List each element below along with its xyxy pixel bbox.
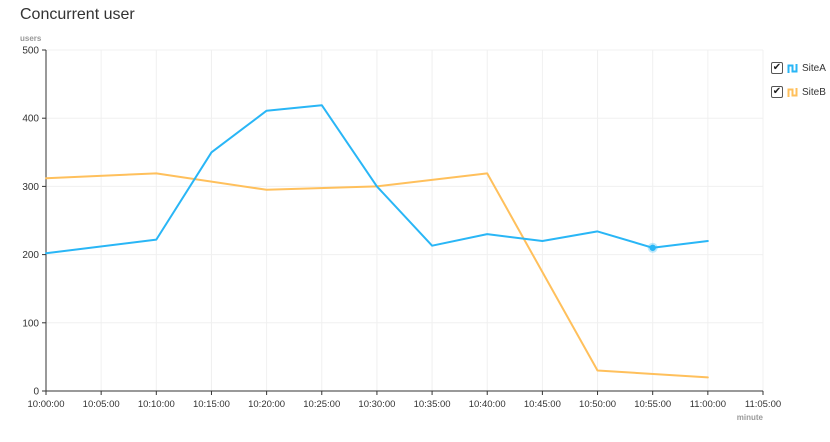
legend-label-sitea: SiteA xyxy=(802,62,826,74)
x-tick-label: 10:45:00 xyxy=(524,399,561,410)
x-tick-label: 10:50:00 xyxy=(579,399,616,410)
x-tick-label: 11:05:00 xyxy=(745,399,781,410)
checkbox-sitea[interactable]: ✔ xyxy=(771,62,783,74)
x-tick-label: 10:10:00 xyxy=(138,399,175,410)
x-tick-label: 10:55:00 xyxy=(634,399,671,410)
line-series-icon xyxy=(787,87,798,97)
x-tick-label: 10:40:00 xyxy=(469,399,506,410)
line-series-icon xyxy=(787,63,798,73)
legend-item-siteb[interactable]: ✔ SiteB xyxy=(771,84,829,100)
y-axis-title: users xyxy=(20,34,42,43)
x-tick-label: 10:05:00 xyxy=(83,399,120,410)
legend: ✔ SiteA ✔ SiteB xyxy=(771,60,829,108)
x-tick-label: 10:25:00 xyxy=(303,399,340,410)
y-tick-label: 300 xyxy=(22,182,39,193)
y-tick-label: 500 xyxy=(22,46,39,57)
y-tick-label: 0 xyxy=(33,387,39,398)
x-tick-label: 11:00:00 xyxy=(690,399,726,410)
x-tick-label: 10:00:00 xyxy=(28,399,65,410)
chart-title: Concurrent user xyxy=(20,6,135,23)
highlight-point xyxy=(649,244,656,251)
x-axis-title: minute xyxy=(737,413,764,422)
x-tick-label: 10:30:00 xyxy=(358,399,395,410)
legend-item-sitea[interactable]: ✔ SiteA xyxy=(771,60,829,76)
y-tick-label: 200 xyxy=(22,250,39,261)
legend-label-siteb: SiteB xyxy=(802,86,826,98)
y-tick-label: 400 xyxy=(22,114,39,125)
x-tick-label: 10:35:00 xyxy=(414,399,451,410)
x-tick-label: 10:15:00 xyxy=(193,399,230,410)
y-tick-label: 100 xyxy=(22,318,39,329)
x-tick-label: 10:20:00 xyxy=(248,399,285,410)
checkbox-siteb[interactable]: ✔ xyxy=(771,86,783,98)
series-line-sitea xyxy=(45,104,709,255)
